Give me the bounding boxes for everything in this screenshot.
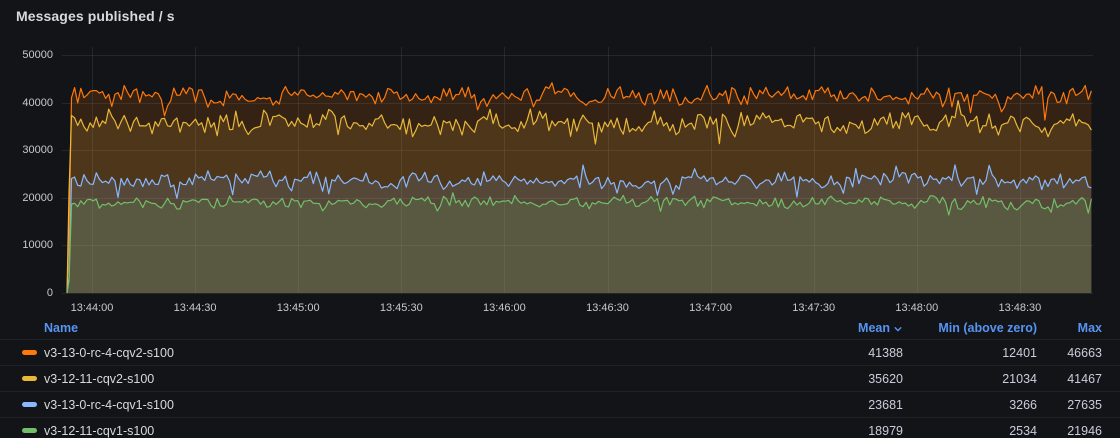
x-tick-label: 13:44:30 — [173, 302, 217, 314]
series-min: 2534 — [1009, 423, 1037, 438]
legend-row: v3-12-11-cqv1-s100 18979 2534 21946 — [0, 417, 1120, 438]
series-mean: 23681 — [868, 397, 903, 412]
series-max: 41467 — [1067, 371, 1102, 386]
series-max: 21946 — [1067, 423, 1102, 438]
series-color-swatch[interactable] — [22, 350, 37, 355]
legend-col-mean[interactable]: Mean — [813, 321, 903, 335]
series-name[interactable]: v3-13-0-rc-4-cqv1-s100 — [44, 397, 174, 412]
series-mean: 18979 — [868, 423, 903, 438]
legend-row: v3-13-0-rc-4-cqv1-s100 23681 3266 27635 — [0, 391, 1120, 417]
legend-col-min[interactable]: Min (above zero) — [938, 320, 1037, 335]
series-max: 46663 — [1067, 345, 1102, 360]
legend-col-name[interactable]: Name — [44, 320, 79, 335]
series-name[interactable]: v3-12-11-cqv1-s100 — [44, 423, 155, 438]
x-tick-label: 13:48:00 — [895, 302, 939, 314]
series-min: 21034 — [1002, 371, 1037, 386]
series-color-swatch[interactable] — [22, 402, 37, 407]
series-color-swatch[interactable] — [22, 376, 37, 381]
series-max: 27635 — [1067, 397, 1102, 412]
legend-row: v3-13-0-rc-4-cqv2-s100 41388 12401 46663 — [0, 339, 1120, 365]
legend-row: v3-12-11-cqv2-s100 35620 21034 41467 — [0, 365, 1120, 391]
y-tick-label: 30000 — [22, 144, 53, 157]
series-name[interactable]: v3-12-11-cqv2-s100 — [44, 371, 155, 386]
x-tick-label: 13:48:30 — [998, 302, 1042, 314]
x-tick-label: 13:45:30 — [379, 302, 423, 314]
legend-table: Name Mean Min (above zero) Max v3-13-0-r… — [0, 316, 1120, 438]
y-tick-label: 0 — [46, 287, 53, 299]
series-color-swatch[interactable] — [22, 428, 37, 433]
time-series-plot: 0 10000 20000 30000 40000 50000 13:44:00 13:44… — [0, 0, 1120, 316]
legend-header-row: Name Mean Min (above zero) Max — [0, 316, 1120, 339]
x-tick-label: 13:44:00 — [70, 302, 114, 314]
y-tick-label: 50000 — [22, 49, 53, 61]
x-tick-label: 13:46:00 — [482, 302, 526, 314]
x-tick-label: 13:45:00 — [276, 302, 320, 314]
series-min: 12401 — [1002, 345, 1037, 360]
legend-col-max[interactable]: Max — [1077, 320, 1102, 335]
legend-col-mean-label: Mean — [858, 320, 890, 335]
sort-desc-icon — [893, 324, 903, 334]
series-mean: 35620 — [868, 371, 903, 386]
x-tick-label: 13:46:30 — [586, 302, 629, 314]
x-tick-label: 13:47:00 — [689, 302, 732, 314]
y-tick-label: 10000 — [22, 239, 53, 252]
series-name[interactable]: v3-13-0-rc-4-cqv2-s100 — [44, 345, 174, 360]
y-tick-label: 40000 — [22, 96, 53, 109]
series-min: 3266 — [1009, 397, 1037, 412]
y-tick-label: 20000 — [22, 191, 53, 204]
chart-canvas[interactable] — [0, 0, 1120, 316]
x-tick-label: 13:47:30 — [792, 302, 836, 314]
series-mean: 41388 — [868, 345, 903, 360]
